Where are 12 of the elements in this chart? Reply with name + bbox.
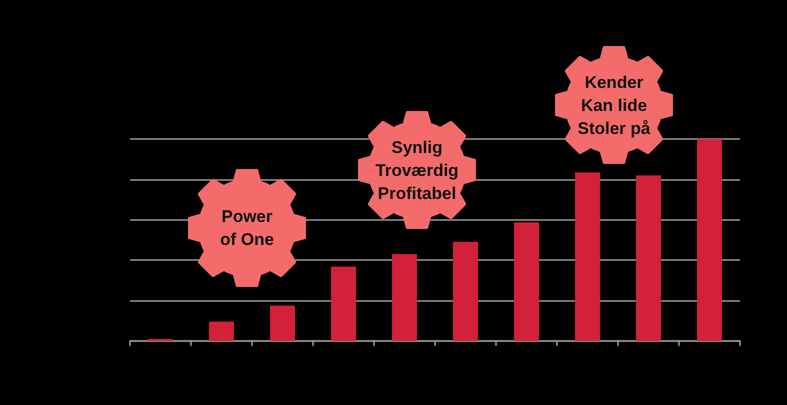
bar [636, 175, 662, 341]
text: Kender Kan lide Stoler på [576, 72, 652, 140]
annotation: Synlig Troværdig Profitabel [374, 136, 460, 204]
bar [270, 306, 296, 341]
bar [392, 254, 418, 341]
bar [208, 322, 234, 341]
bar [452, 242, 478, 341]
bar [330, 266, 356, 341]
bar [696, 139, 722, 341]
bar [574, 172, 600, 341]
bar [514, 222, 540, 341]
annotation: Power of One [219, 206, 275, 251]
